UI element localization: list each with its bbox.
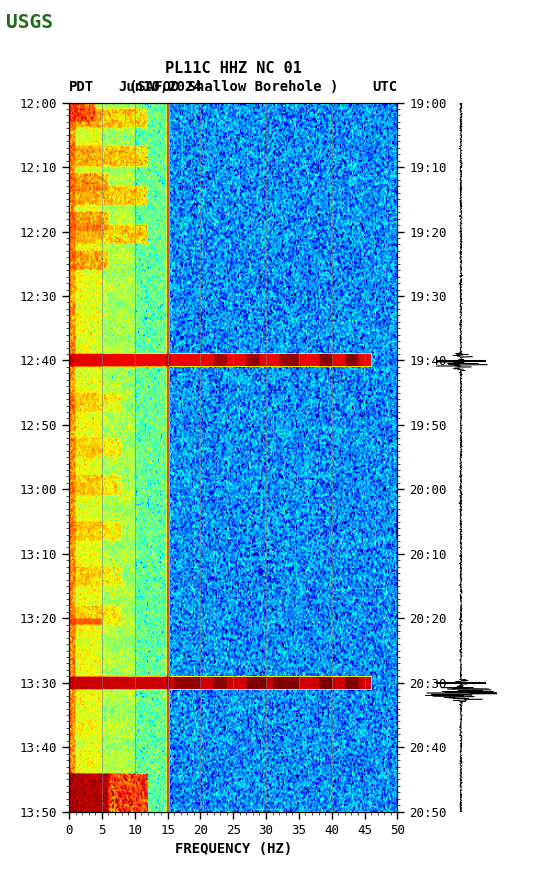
Text: PDT: PDT <box>69 79 94 94</box>
Text: USGS: USGS <box>6 13 52 32</box>
Text: PL11C HHZ NC 01: PL11C HHZ NC 01 <box>165 61 301 76</box>
Text: Jun10,2024: Jun10,2024 <box>119 79 203 94</box>
Text: UTC: UTC <box>372 79 397 94</box>
Text: (SAFOD Shallow Borehole ): (SAFOD Shallow Borehole ) <box>129 79 338 94</box>
X-axis label: FREQUENCY (HZ): FREQUENCY (HZ) <box>174 842 292 856</box>
